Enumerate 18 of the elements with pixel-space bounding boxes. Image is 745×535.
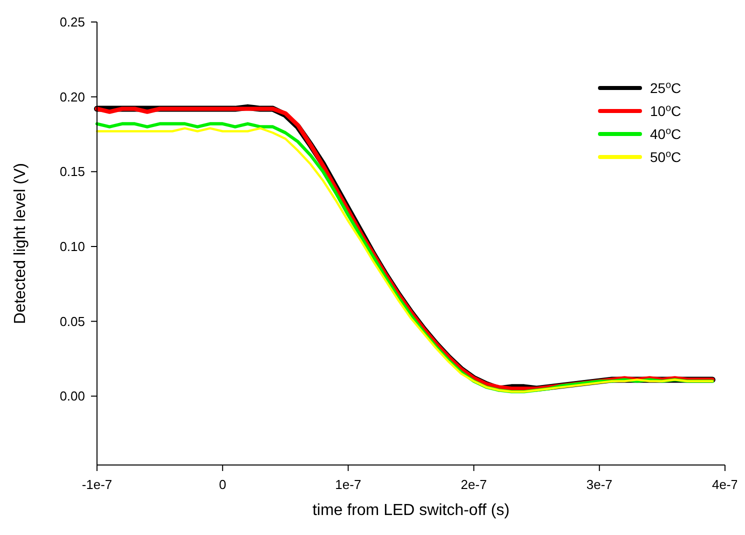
x-axis-title: time from LED switch-off (s) (312, 502, 510, 519)
x-tick-label: 2e-7 (460, 477, 487, 492)
y-tick-label: 0.25 (60, 14, 85, 30)
x-tick-label: 1e-7 (335, 477, 362, 492)
y-tick-label: 0.05 (60, 314, 85, 329)
y-tick-label: 0.00 (60, 388, 85, 404)
y-tick-label: 0.20 (60, 89, 85, 104)
legend-label: 50$^{o}$C (650, 148, 682, 165)
y-tick-label: 0.10 (60, 239, 85, 254)
legend-label: 40$^{o}$C (650, 125, 682, 142)
y-axis-title: Detected light level (V) (12, 163, 29, 324)
x-tick-label: 0 (218, 477, 226, 492)
legend-label: 10$^{o}$C (650, 102, 682, 119)
legend-label: 25$^{o}$C (650, 79, 682, 96)
x-tick-label: 4e-7 (712, 477, 738, 492)
x-tick-label: -1e-7 (82, 477, 112, 492)
x-tick-label: 3e-7 (586, 477, 612, 492)
y-tick-label: 0.15 (60, 164, 85, 180)
